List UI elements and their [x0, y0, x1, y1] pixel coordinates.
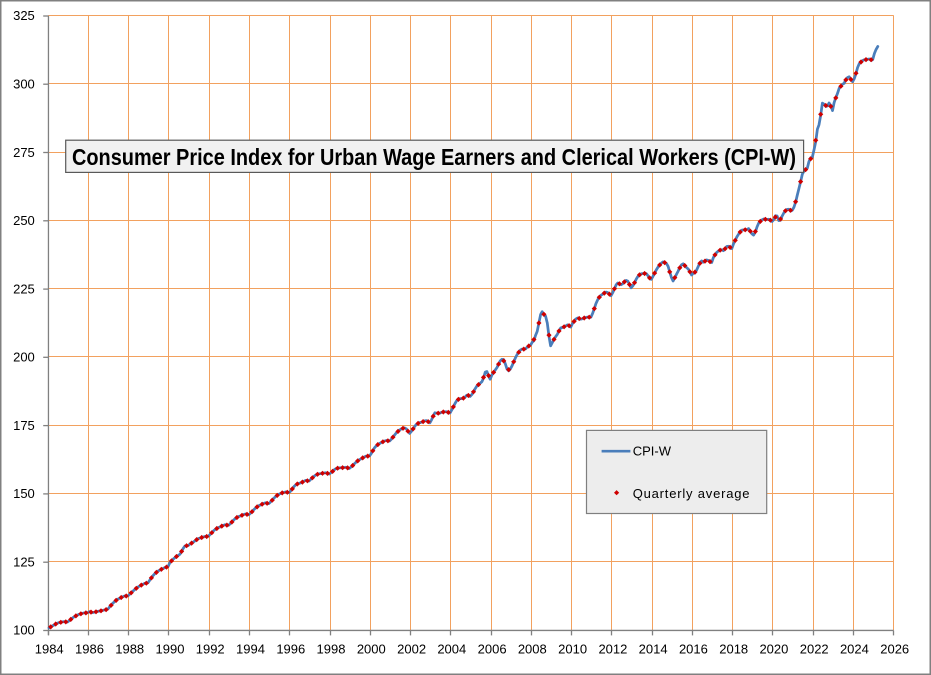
svg-text:250: 250 [13, 213, 35, 228]
svg-text:2014: 2014 [639, 642, 668, 657]
svg-text:2016: 2016 [679, 642, 708, 657]
svg-text:Consumer Price Index for Urban: Consumer Price Index for Urban Wage Earn… [72, 144, 796, 170]
svg-text:100: 100 [13, 623, 35, 638]
svg-text:2012: 2012 [598, 642, 627, 657]
svg-text:125: 125 [13, 554, 35, 569]
svg-text:325: 325 [13, 8, 35, 23]
svg-text:2010: 2010 [558, 642, 587, 657]
svg-text:2008: 2008 [518, 642, 547, 657]
svg-text:2024: 2024 [840, 642, 869, 657]
svg-text:1994: 1994 [236, 642, 265, 657]
svg-text:CPI-W: CPI-W [633, 444, 672, 459]
svg-text:1984: 1984 [35, 642, 64, 657]
svg-text:1998: 1998 [317, 642, 346, 657]
svg-text:2004: 2004 [437, 642, 466, 657]
svg-text:2018: 2018 [719, 642, 748, 657]
svg-text:175: 175 [13, 418, 35, 433]
svg-text:2006: 2006 [478, 642, 507, 657]
svg-text:275: 275 [13, 145, 35, 160]
svg-text:Quarterly average: Quarterly average [633, 486, 751, 501]
svg-text:2020: 2020 [759, 642, 788, 657]
svg-text:1990: 1990 [156, 642, 185, 657]
svg-text:1986: 1986 [75, 642, 104, 657]
svg-text:2002: 2002 [397, 642, 426, 657]
svg-text:2026: 2026 [880, 642, 909, 657]
svg-text:1988: 1988 [115, 642, 144, 657]
svg-text:200: 200 [13, 350, 35, 365]
svg-text:225: 225 [13, 281, 35, 296]
svg-text:2022: 2022 [800, 642, 829, 657]
svg-text:1992: 1992 [196, 642, 225, 657]
svg-text:300: 300 [13, 77, 35, 92]
svg-text:1996: 1996 [276, 642, 305, 657]
svg-text:150: 150 [13, 486, 35, 501]
svg-text:2000: 2000 [357, 642, 386, 657]
